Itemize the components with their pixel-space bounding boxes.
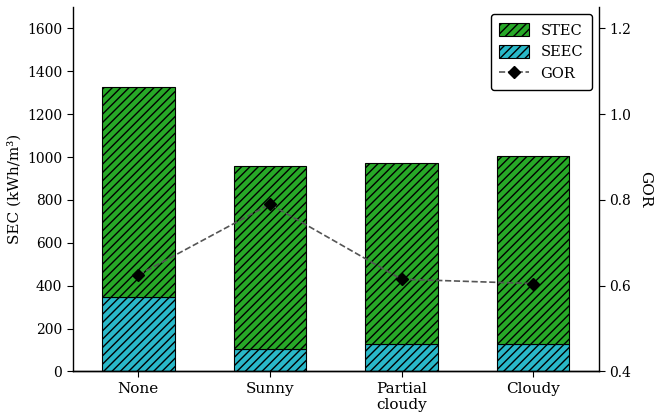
- Legend: STEC, SEEC, GOR: STEC, SEEC, GOR: [491, 14, 592, 90]
- Bar: [102, 87, 175, 297]
- Bar: [497, 344, 569, 371]
- Y-axis label: GOR: GOR: [638, 171, 652, 207]
- Bar: [365, 344, 438, 371]
- Bar: [102, 297, 175, 371]
- Bar: [497, 156, 569, 344]
- Bar: [234, 166, 306, 349]
- Bar: [365, 163, 438, 344]
- Bar: [234, 349, 306, 371]
- Y-axis label: SEC (kWh/m³): SEC (kWh/m³): [7, 134, 21, 244]
